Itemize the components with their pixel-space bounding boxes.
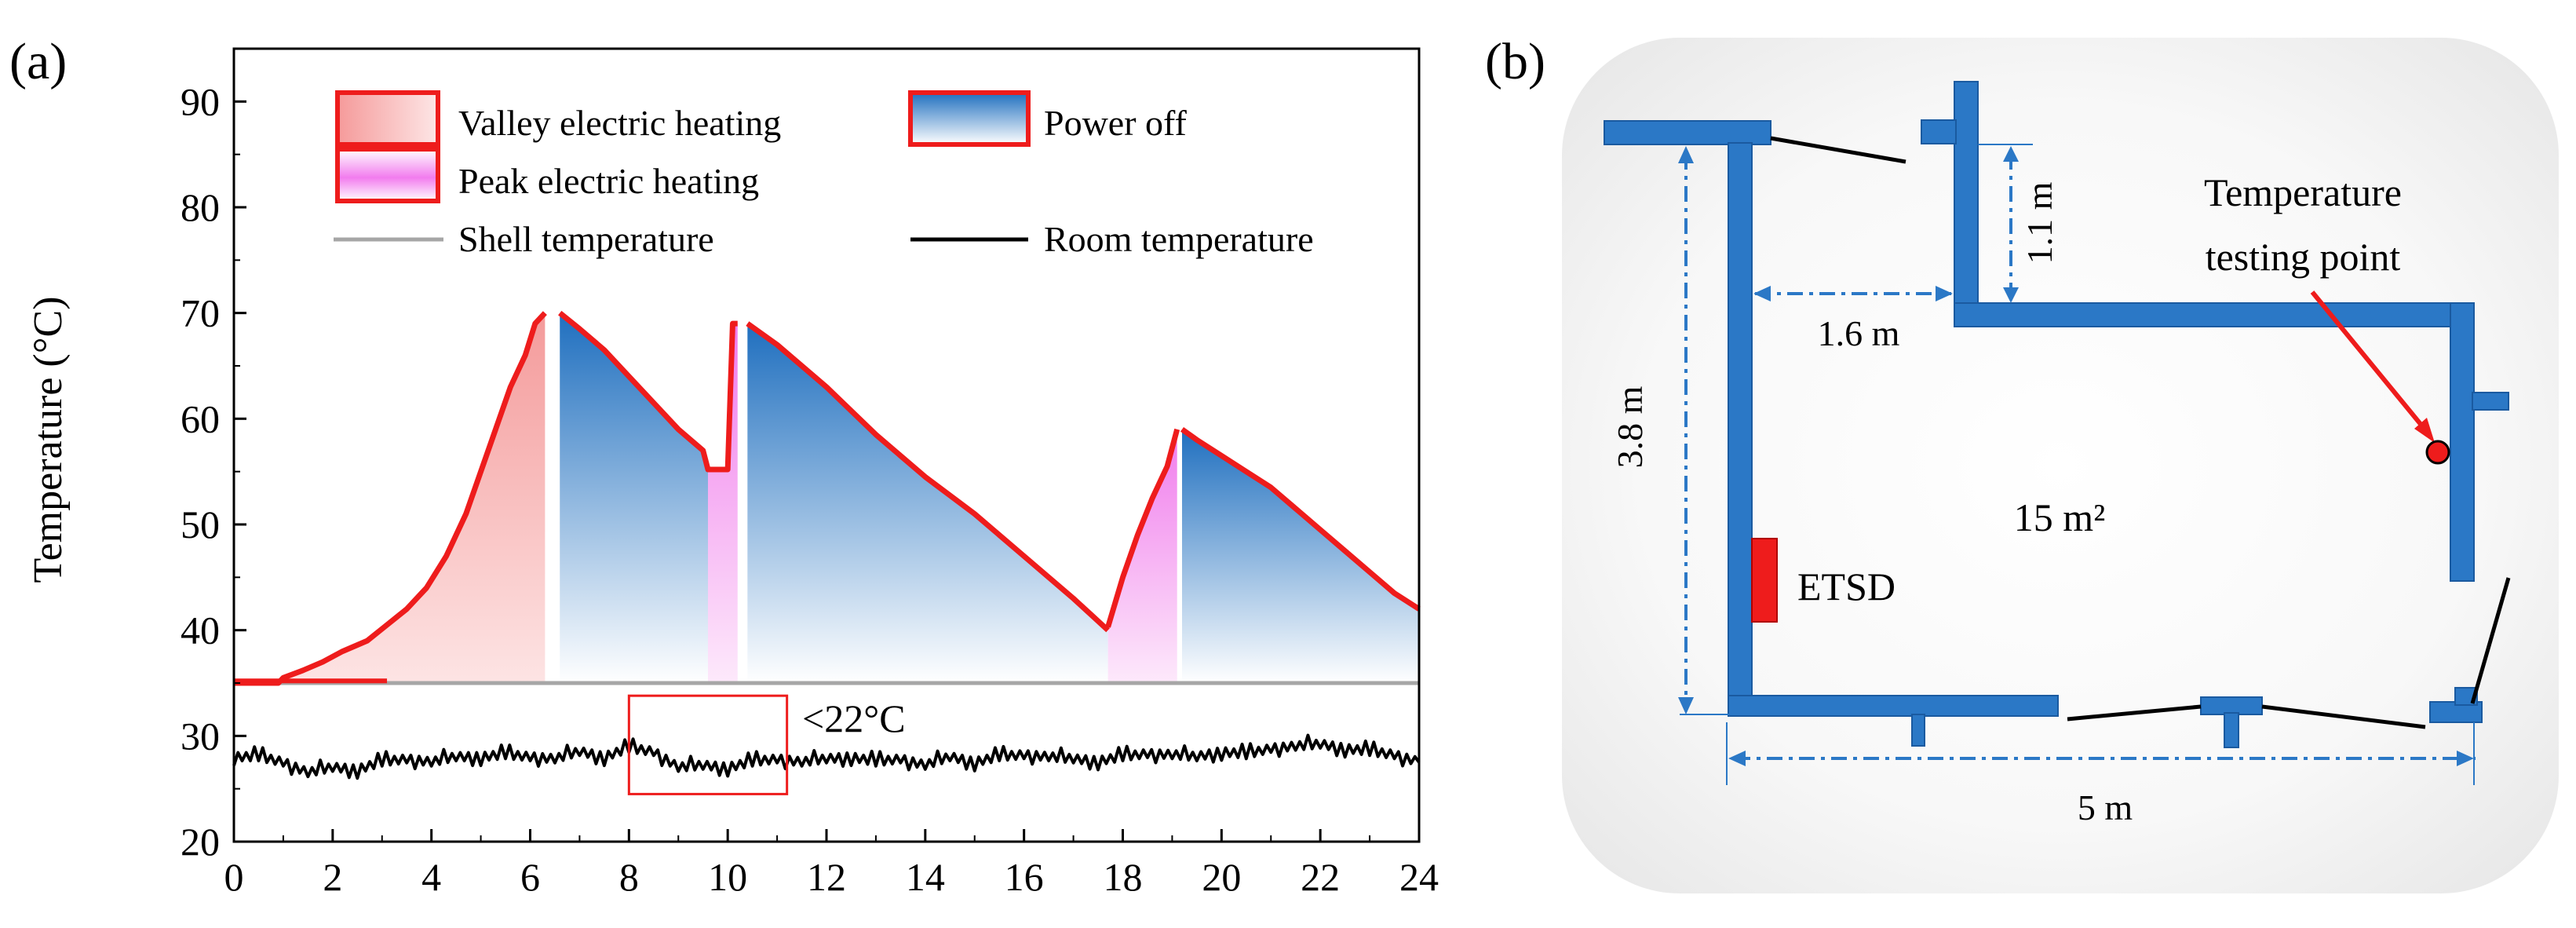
legend-swatch-peak [335, 147, 440, 203]
test-point-label-line1: Temperature [2204, 170, 2402, 214]
dimension-1-1-label: 1.1 m [2020, 181, 2060, 264]
door-top [1770, 136, 1906, 164]
dimension-lines [1684, 154, 2476, 760]
etsd-temperature-segment-2 [746, 321, 1110, 633]
etsd-temperature-segment-0 [234, 311, 547, 686]
floorplan-background [1562, 38, 2559, 893]
arrow-3-8-bottom [1678, 697, 1694, 714]
arrow-5-right [2457, 751, 2474, 766]
arrow-3-8-top [1678, 146, 1694, 163]
etsd-label: ETSD [1797, 564, 1896, 608]
legend-label-valley: Valley electric heating [458, 103, 781, 143]
low-temperature-annotation: <22°C [802, 696, 906, 740]
wall-bottom-middle [2200, 696, 2263, 715]
door-lines [1770, 136, 2511, 729]
arrow-1-6-right [1936, 286, 1953, 301]
x-tick-label: 14 [906, 855, 945, 899]
y-tick-label: 50 [181, 502, 220, 546]
x-tick-label: 16 [1005, 855, 1044, 899]
legend-label-shell: Shell temperature [458, 219, 714, 259]
y-tick-label: 80 [181, 185, 220, 229]
y-tick-label: 20 [181, 820, 220, 864]
arrow-1-1-top [2003, 146, 2019, 162]
x-tick-label: 10 [708, 855, 747, 899]
wall-bottom-left [1728, 695, 2059, 717]
panel-a: (a) [9, 33, 1439, 899]
room-temperature-line [232, 733, 1421, 780]
fill-power-off-5 [1182, 429, 1419, 683]
x-tick-label: 6 [520, 855, 540, 899]
etsd-temperature-line [234, 310, 1421, 686]
legend-label-room: Room temperature [1044, 219, 1314, 259]
wall-inner-horizontal [1954, 302, 2473, 327]
panel-b: (b) [1485, 33, 2559, 893]
test-point-arrow [2310, 290, 2429, 433]
arrow-1-6-left [1753, 286, 1771, 301]
y-tick-label: 40 [181, 608, 220, 652]
legend: Valley electric heating Power off Peak e… [334, 90, 1314, 259]
legend-swatch-power-off [908, 90, 1031, 147]
arrow-5-left [1728, 751, 1746, 766]
x-tick-label: 4 [421, 855, 441, 899]
wall-right-stub [2472, 392, 2509, 411]
etsd-temperature-segment-3 [1105, 428, 1180, 628]
x-tick-label: 22 [1301, 855, 1340, 899]
dimension-1-6-label: 1.6 m [1818, 313, 1900, 353]
etsd-device [1751, 538, 1778, 623]
x-tick-label: 18 [1104, 855, 1143, 899]
arrow-1-1-bottom [2003, 287, 2019, 303]
dimension-3-8-label: 3.8 m [1610, 385, 1650, 468]
y-tick-label: 30 [181, 714, 220, 758]
fill-peak-electric-heating-4 [1107, 429, 1177, 683]
heating-fills [278, 312, 1419, 683]
dimension-extension-lines [1680, 144, 2475, 785]
dimension-5-label: 5 m [2078, 787, 2133, 828]
room-area-label: 15 m² [2014, 495, 2105, 539]
wall-inner-cap [1921, 119, 1957, 144]
door-bottom-2 [2261, 704, 2426, 729]
low-temperature-highlight [627, 694, 789, 795]
panel-a-label: (a) [9, 33, 67, 90]
low-temperature-box [627, 694, 789, 795]
x-tick-label: 8 [619, 855, 639, 899]
door-right [2470, 577, 2511, 704]
test-point-arrowhead [2414, 418, 2435, 443]
x-tick-label: 0 [224, 855, 244, 899]
fill-power-off-3 [747, 323, 1108, 683]
fill-power-off-1 [560, 312, 708, 683]
y-tick-label: 90 [181, 79, 220, 123]
wall-top-left [1604, 120, 1771, 145]
wall-bottom-stub [1911, 714, 1925, 747]
y-tick-label: 70 [181, 291, 220, 335]
room-temperature-path [232, 733, 1421, 780]
x-tick-label: 24 [1399, 855, 1439, 899]
wall-bottom-middle-stub [2224, 712, 2239, 748]
etsd-temperature-segment-4 [1180, 426, 1421, 612]
walls [1604, 81, 2509, 748]
legend-label-peak: Peak electric heating [458, 161, 759, 201]
dimension-arrows [1678, 146, 2474, 766]
legend-swatch-valley [335, 90, 440, 147]
fill-valley-electric-heating-0 [278, 312, 545, 683]
legend-label-power-off: Power off [1044, 103, 1188, 143]
y-axis-label: Temperature (°C) [26, 296, 71, 583]
panel-b-label: (b) [1485, 33, 1545, 90]
door-bottom-1 [2067, 704, 2202, 722]
test-point-marker [2425, 440, 2450, 465]
wall-left [1728, 142, 1753, 701]
x-tick-label: 2 [323, 855, 342, 899]
test-point-label-line2: testing point [2206, 235, 2401, 279]
x-tick-label: 12 [807, 855, 846, 899]
x-tick-label: 20 [1202, 855, 1241, 899]
y-tick-label: 60 [181, 396, 220, 440]
etsd-temperature-segment-1 [558, 310, 738, 473]
wall-right [2450, 302, 2475, 582]
wall-inner-vertical [1954, 81, 1979, 326]
